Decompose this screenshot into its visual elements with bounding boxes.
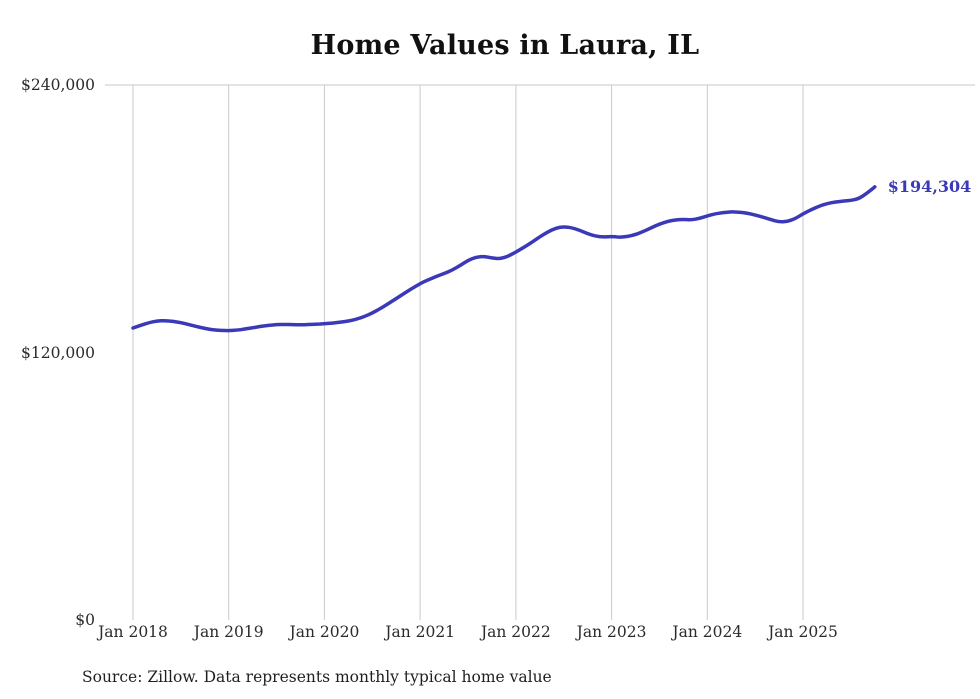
chart-title: Home Values in Laura, IL <box>310 30 700 61</box>
home-value-line <box>131 185 877 333</box>
x-tick-label: Jan 2019 <box>193 623 264 641</box>
x-tick-label: Jan 2022 <box>480 623 551 641</box>
x-tick-label: Jan 2023 <box>576 623 647 641</box>
x-tick-label: Jan 2018 <box>98 623 168 641</box>
source-note: Source: Zillow. Data represents monthly … <box>82 668 552 686</box>
y-tick-label: $240,000 <box>21 76 95 94</box>
y-tick-label: $120,000 <box>21 343 95 362</box>
latest-value-label: $194,304 <box>887 176 972 196</box>
y-tick-label: $0 <box>75 611 95 629</box>
x-tick-label: Jan 2025 <box>768 623 838 641</box>
x-tick-label: Jan 2024 <box>672 623 743 641</box>
x-tick-label: Jan 2020 <box>289 623 360 641</box>
x-tick-label: Jan 2021 <box>385 623 456 641</box>
